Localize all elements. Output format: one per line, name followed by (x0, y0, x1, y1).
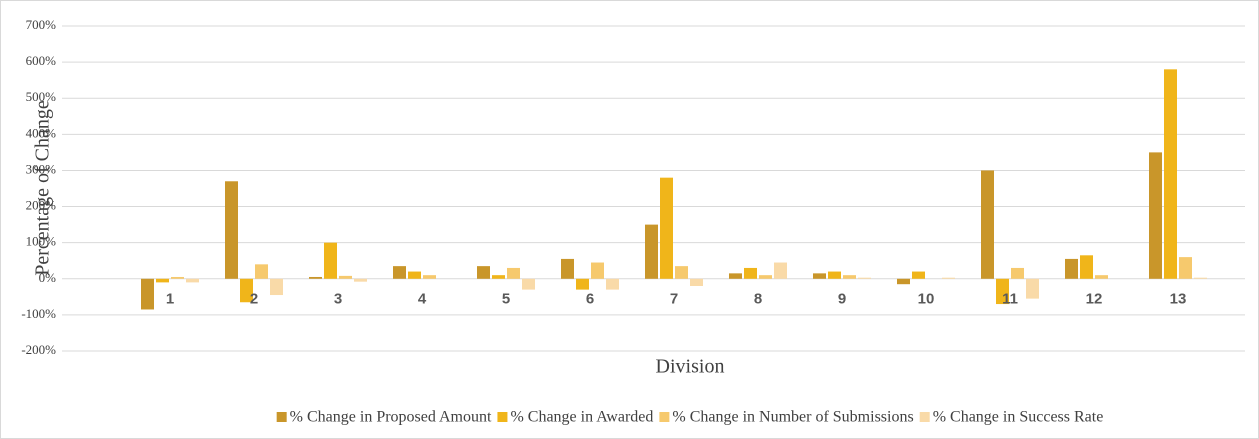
bar (729, 273, 742, 279)
bar (1179, 257, 1192, 279)
y-tick-label: 700% (26, 17, 57, 32)
bar (393, 266, 406, 279)
bar (645, 224, 658, 279)
x-tick-label: 6 (586, 291, 594, 308)
bar (942, 277, 955, 279)
x-tick-label: 3 (334, 291, 342, 308)
y-tick-label: 300% (26, 161, 57, 176)
bar (171, 276, 184, 279)
bar (981, 170, 994, 279)
legend: % Change in Proposed Amount % Change in A… (276, 409, 1104, 426)
bar (759, 275, 772, 279)
legend-swatch (497, 412, 508, 422)
legend-swatch (276, 412, 287, 422)
bar (339, 275, 352, 279)
x-tick-label: 8 (754, 291, 762, 308)
x-tick-label: 10 (918, 291, 935, 308)
bar (507, 267, 520, 279)
y-tick-label: -100% (21, 306, 56, 321)
bar (576, 278, 589, 290)
bar (561, 258, 574, 279)
bar (1164, 69, 1177, 279)
legend-swatch (919, 412, 930, 422)
bar (423, 275, 436, 279)
bar (1149, 152, 1162, 279)
bar (897, 278, 910, 285)
y-tick-label: 500% (26, 89, 57, 104)
bar (1194, 277, 1207, 279)
bar (408, 271, 421, 279)
bar (225, 181, 238, 279)
x-tick-label: 12 (1086, 291, 1103, 308)
x-tick-label: 4 (418, 291, 427, 308)
x-tick-label: 2 (250, 291, 258, 308)
bar (354, 278, 367, 282)
bar (996, 278, 1009, 305)
bar (606, 278, 619, 290)
bar (156, 278, 169, 283)
legend-label: % Change in Success Rate (933, 409, 1104, 426)
x-tick-label: 1 (166, 291, 174, 308)
y-tick-label: -200% (21, 342, 56, 357)
bar (270, 278, 283, 296)
legend-label: % Change in Number of Submissions (672, 409, 913, 426)
y-tick-label: 200% (26, 198, 57, 213)
bar (1065, 258, 1078, 279)
bar (828, 271, 841, 279)
x-axis-title: Division (656, 356, 725, 378)
bar (186, 278, 199, 283)
bar (912, 271, 925, 279)
bar (141, 278, 154, 310)
bar (690, 278, 703, 286)
bar (1011, 267, 1024, 279)
y-axis-title: Percentage of Change (32, 100, 54, 276)
x-tick-label: 5 (502, 291, 510, 308)
bar (240, 278, 253, 303)
x-tick-label: 11 (1002, 291, 1018, 308)
bar (1026, 278, 1039, 299)
bar (675, 266, 688, 279)
x-tick-label: 7 (670, 291, 678, 308)
bar (858, 277, 871, 279)
bar (1095, 275, 1108, 279)
y-tick-label: 600% (26, 53, 57, 68)
x-tick-label: 9 (838, 291, 846, 308)
bar (843, 275, 856, 279)
bar (774, 262, 787, 279)
y-tick-label: 100% (26, 234, 57, 249)
bar (324, 242, 337, 279)
legend-label: % Change in Proposed Amount (290, 409, 492, 426)
legend-label: % Change in Awarded (510, 409, 653, 426)
bar (255, 264, 268, 279)
bar (309, 276, 322, 279)
bar (591, 262, 604, 279)
x-tick-label: 13 (1170, 291, 1187, 308)
bar (660, 177, 673, 279)
bar (1080, 255, 1093, 279)
legend-swatch (659, 412, 670, 422)
bar (477, 266, 490, 279)
bar (813, 273, 826, 279)
y-tick-label: 400% (26, 125, 57, 140)
bar (744, 267, 757, 279)
bar (522, 278, 535, 290)
bar (492, 275, 505, 279)
y-tick-label: 0% (39, 270, 57, 285)
